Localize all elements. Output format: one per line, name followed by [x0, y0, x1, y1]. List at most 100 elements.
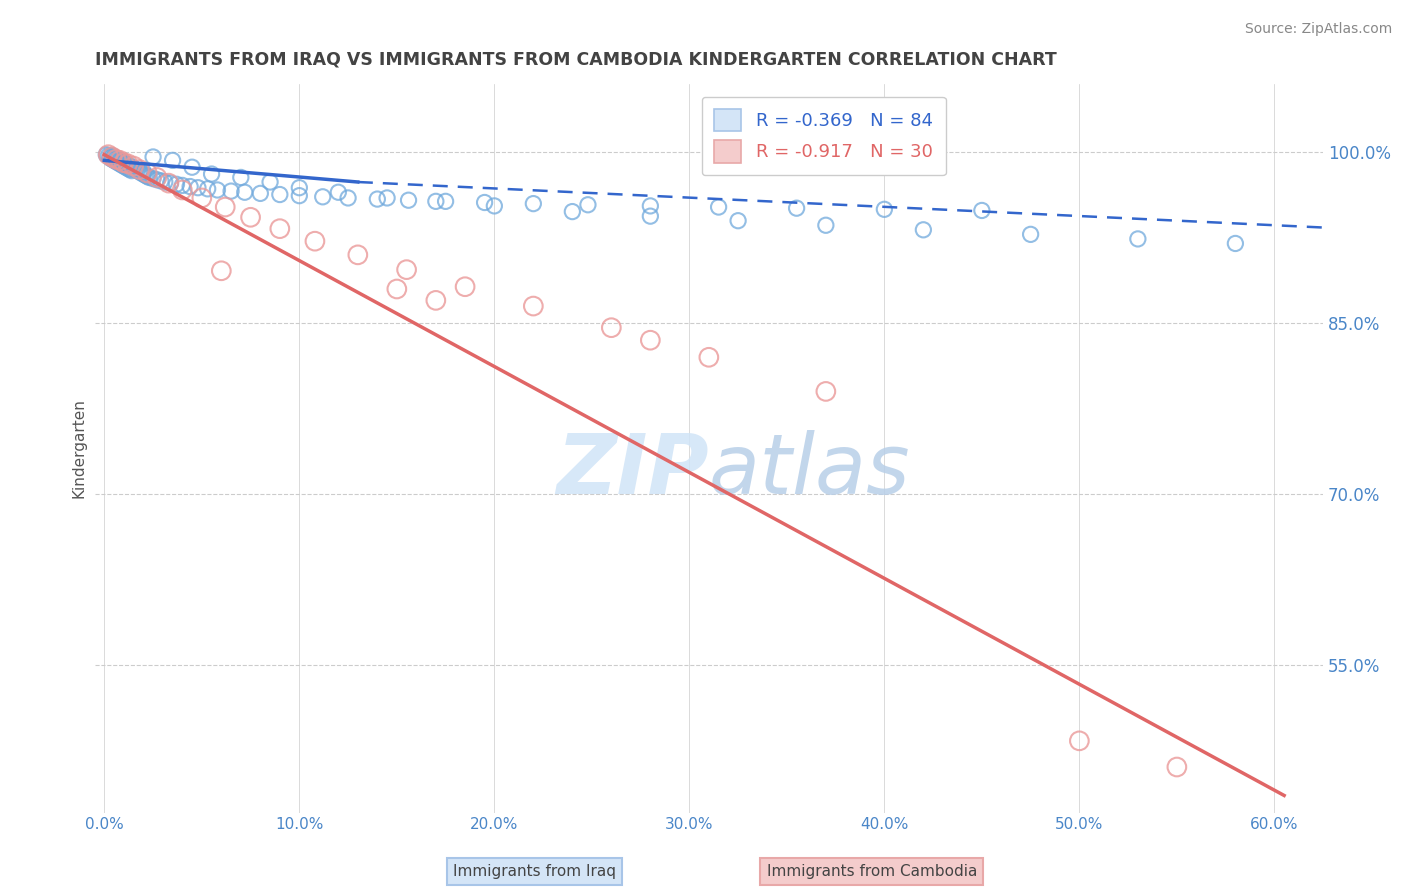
Point — [131, 166, 153, 180]
Point — [312, 190, 335, 204]
Point — [172, 178, 194, 193]
Point — [108, 153, 131, 168]
Text: ZIP: ZIP — [557, 430, 709, 511]
Point — [640, 209, 662, 223]
Point — [136, 169, 159, 184]
Point — [105, 153, 128, 167]
Point — [814, 384, 837, 399]
Point — [142, 150, 165, 164]
Point — [96, 147, 118, 161]
Point — [214, 200, 236, 214]
Point — [1069, 734, 1091, 748]
Point — [219, 184, 242, 198]
Point — [118, 162, 141, 177]
Point — [207, 183, 229, 197]
Point — [146, 172, 169, 186]
Point — [269, 187, 291, 202]
Point — [434, 194, 457, 209]
Text: atlas: atlas — [709, 430, 911, 511]
Point — [640, 333, 662, 347]
Point — [561, 204, 583, 219]
Point — [114, 160, 136, 174]
Point — [233, 186, 256, 200]
Point — [159, 176, 181, 190]
Point — [122, 159, 145, 173]
Point — [873, 202, 896, 217]
Point — [239, 211, 262, 225]
Point — [146, 170, 169, 185]
Point — [229, 170, 252, 185]
Point — [786, 201, 808, 215]
Point — [127, 163, 149, 178]
Point — [112, 155, 135, 169]
Point — [117, 157, 139, 171]
Point — [132, 165, 155, 179]
Point — [209, 264, 232, 278]
Point — [142, 171, 165, 186]
Point — [912, 223, 935, 237]
Point — [259, 175, 281, 189]
Point — [111, 158, 134, 172]
Point — [103, 150, 125, 164]
Point — [197, 182, 219, 196]
Point — [366, 192, 388, 206]
Point — [304, 234, 326, 248]
Point — [200, 167, 222, 181]
Point — [107, 155, 129, 169]
Point — [121, 163, 143, 178]
Point — [138, 170, 160, 185]
Point — [153, 175, 176, 189]
Point — [136, 166, 159, 180]
Point — [98, 151, 121, 165]
Point — [107, 153, 129, 167]
Point — [122, 161, 145, 176]
Point — [425, 293, 447, 308]
Point — [269, 221, 291, 235]
Point — [118, 159, 141, 173]
Point — [484, 199, 506, 213]
Y-axis label: Kindergarten: Kindergarten — [72, 399, 86, 499]
Text: Immigrants from Iraq: Immigrants from Iraq — [453, 864, 616, 879]
Point — [108, 153, 131, 168]
Point — [576, 198, 599, 212]
Point — [347, 248, 370, 262]
Point — [1166, 760, 1188, 774]
Text: IMMIGRANTS FROM IRAQ VS IMMIGRANTS FROM CAMBODIA KINDERGARTEN CORRELATION CHART: IMMIGRANTS FROM IRAQ VS IMMIGRANTS FROM … — [94, 51, 1056, 69]
Point — [249, 186, 271, 201]
Point — [149, 174, 172, 188]
Point — [600, 320, 623, 334]
Point — [117, 158, 139, 172]
Point — [337, 191, 360, 205]
Legend: R = -0.369   N = 84, R = -0.917   N = 30: R = -0.369 N = 84, R = -0.917 N = 30 — [702, 97, 946, 175]
Point — [112, 155, 135, 169]
Text: Source: ZipAtlas.com: Source: ZipAtlas.com — [1244, 22, 1392, 37]
Point — [121, 160, 143, 174]
Point — [101, 150, 124, 164]
Point — [111, 154, 134, 169]
Point — [114, 157, 136, 171]
Point — [814, 219, 837, 233]
Point — [128, 165, 150, 179]
Point — [640, 199, 662, 213]
Point — [98, 150, 121, 164]
Point — [425, 194, 447, 209]
Point — [157, 176, 180, 190]
Point — [103, 153, 125, 168]
Point — [162, 153, 184, 168]
Point — [707, 200, 730, 214]
Point — [191, 191, 214, 205]
Point — [522, 299, 544, 313]
Point — [697, 351, 720, 365]
Point — [117, 161, 139, 176]
Point — [395, 262, 418, 277]
Point — [181, 160, 204, 174]
Point — [187, 180, 209, 194]
Point — [101, 149, 124, 163]
Point — [288, 180, 311, 194]
Point — [166, 178, 188, 192]
Point — [97, 147, 120, 161]
Point — [134, 168, 156, 182]
Point — [112, 159, 135, 173]
Point — [288, 188, 311, 202]
Point — [522, 196, 544, 211]
